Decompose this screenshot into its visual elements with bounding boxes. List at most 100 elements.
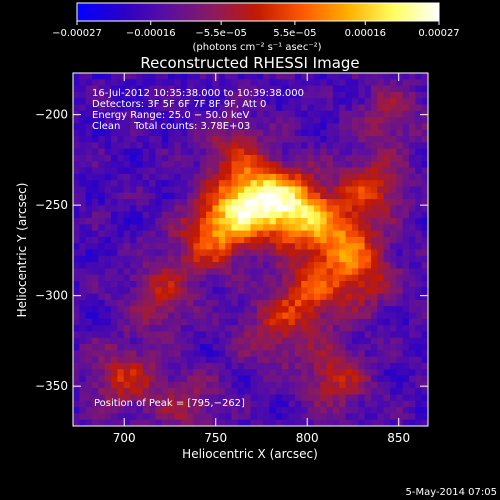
heat-cell [345,255,353,263]
heat-cell [123,325,131,332]
heat-cell [136,173,144,181]
heat-cell [358,180,366,187]
heat-cell [130,268,137,276]
heat-cell [288,136,296,143]
heat-cell [98,104,106,112]
heat-cell [301,73,308,80]
heat-cell [250,136,258,143]
heat-cell [199,110,207,118]
heat-cell [326,217,334,225]
heat-cell [244,281,251,288]
heat-cell [396,217,404,225]
heat-cell [142,236,150,244]
heat-cell [199,180,207,187]
heat-cell [389,299,397,307]
heat-cell [92,123,99,131]
heat-cell [180,154,188,162]
heat-cell [187,192,194,200]
heat-cell [370,356,378,364]
heat-cell [104,205,112,213]
heat-cell [193,394,201,402]
heat-cell [142,117,150,124]
heat-cell [187,211,194,219]
heat-cell [294,400,302,408]
heat-cell [301,104,308,112]
heat-cell [180,281,188,288]
heat-cell [301,281,308,288]
heat-cell [263,73,270,80]
heat-cell [98,136,106,143]
heat-cell [256,123,264,131]
heat-cell [231,154,239,162]
heat-cell [225,293,232,301]
heat-cell [149,293,156,301]
heat-cell [161,180,169,187]
heat-cell [231,262,239,269]
heat-cell [123,186,131,194]
heat-cell [92,331,99,339]
heat-cell [421,287,428,295]
heat-cell [73,98,80,105]
heat-cell [199,236,207,244]
heat-cell [199,91,207,99]
heat-cell [294,331,302,339]
heat-cell [383,154,391,162]
heat-cell [269,344,277,351]
heat-cell [358,350,366,358]
heat-cell [142,337,150,345]
heat-cell [320,110,327,118]
heat-cell [168,136,175,143]
heat-cell [85,224,93,231]
heat-cell [73,344,80,351]
heat-cell [123,180,131,187]
heat-cell [326,205,334,213]
heat-cell [402,173,410,181]
heat-cell [351,331,359,339]
heat-cell [383,306,391,313]
heat-cell [187,419,194,426]
heat-cell [250,375,258,383]
heat-cell [149,129,156,137]
heat-cell [415,236,423,244]
heat-cell [275,98,283,105]
heat-cell [237,211,245,219]
heat-cell [85,230,93,238]
heat-cell [370,110,378,118]
heat-cell [136,211,144,219]
heat-cell [244,299,251,307]
heat-cell [92,180,99,187]
heat-cell [168,369,175,376]
heat-cell [187,243,194,250]
heat-cell [92,337,99,345]
heat-cell [168,205,175,213]
heat-cell [364,249,372,257]
heat-cell [237,98,245,105]
heat-cell [263,186,270,194]
heat-cell [275,356,283,364]
x-tick-label: 750 [204,431,227,445]
heat-cell [320,224,327,231]
heat-cell [237,148,245,156]
heat-cell [408,236,416,244]
heat-cell [256,312,264,320]
heat-cell [98,394,106,402]
heat-cell [326,73,334,80]
heat-cell [396,388,404,395]
heat-cell [92,224,99,231]
heat-cell [275,117,283,124]
heat-cell [92,413,99,421]
heat-cell [98,199,106,206]
heat-cell [193,104,201,112]
heat-cell [85,110,93,118]
heat-cell [161,148,169,156]
heat-cell [263,413,270,421]
heat-cell [402,180,410,187]
heat-cell [332,217,340,225]
heat-cell [187,129,194,137]
heat-cell [282,85,289,93]
heat-cell [199,325,207,332]
heat-cell [104,356,112,364]
heat-cell [193,337,201,345]
heat-cell [370,104,378,112]
heat-cell [206,217,213,225]
